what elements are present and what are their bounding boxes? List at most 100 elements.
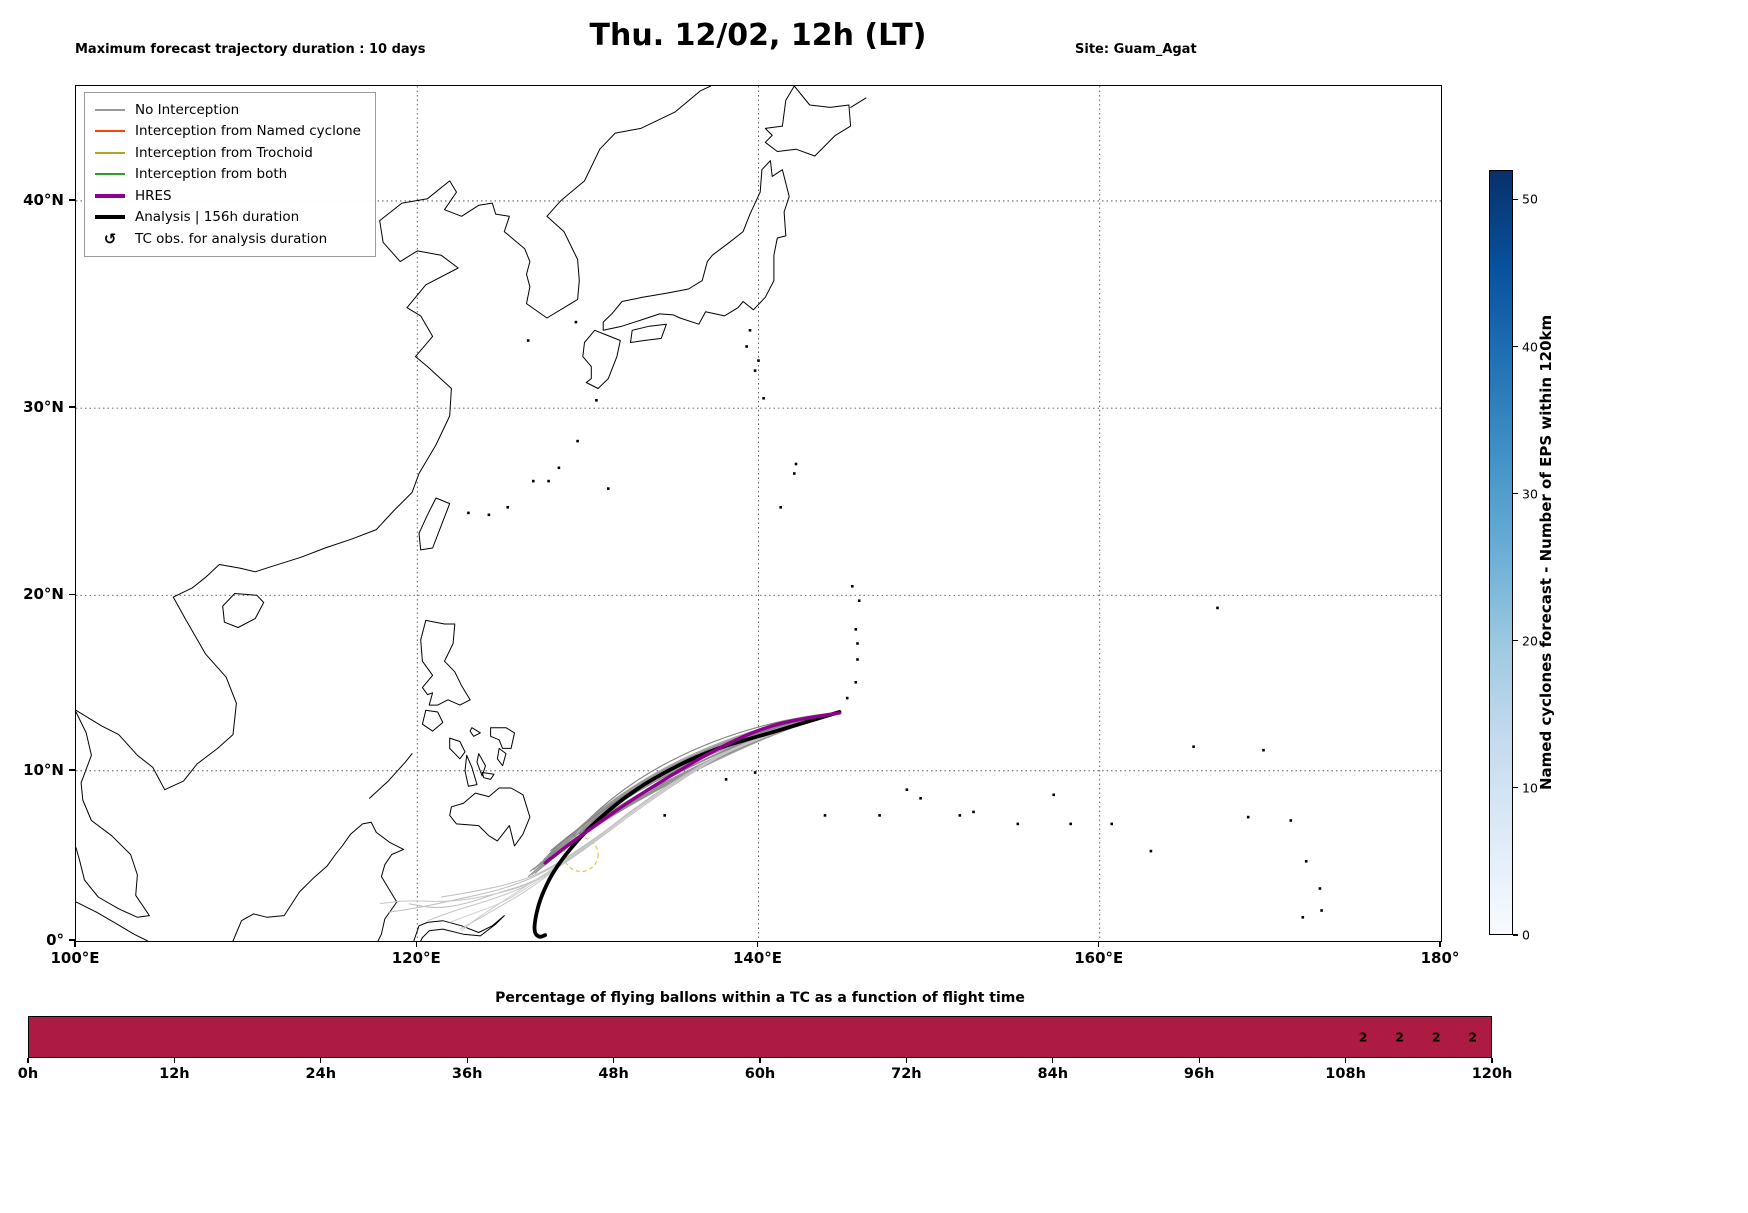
time-tick-mark [1198, 1058, 1200, 1063]
island-dot [467, 511, 470, 515]
lat-tick-mark [69, 199, 75, 201]
ensemble-trajectory [567, 712, 840, 840]
legend-label: Analysis | 156h duration [135, 209, 300, 226]
time-tick-label: 72h [891, 1066, 922, 1082]
island-dot [1246, 815, 1250, 819]
legend-item: Analysis | 156h duration [95, 207, 361, 229]
lon-tick-label: 100°E [50, 949, 100, 967]
lon-tick-mark [74, 941, 76, 947]
ensemble-trajectory [555, 712, 840, 849]
ensemble-trajectory [573, 712, 840, 838]
lon-tick-label: 120°E [391, 949, 441, 967]
coastline [222, 593, 265, 628]
time-tick-label: 36h [451, 1066, 483, 1082]
island-dot [576, 439, 579, 443]
colorbar-label: Named cyclones forecast - Number of EPS … [1537, 314, 1555, 791]
lat-tick-mark [69, 939, 75, 941]
island-dot [793, 472, 796, 475]
island-dot [1110, 822, 1113, 826]
island-dot [851, 585, 854, 588]
legend-item: Interception from Named cyclone [95, 121, 361, 143]
coastline [76, 86, 712, 791]
coastline [449, 787, 531, 847]
ensemble-trajectory [553, 712, 840, 857]
legend-line-swatch [95, 173, 125, 176]
legend-item: ↺ TC obs. for analysis duration [95, 228, 361, 250]
legend-label: No Interception [135, 101, 240, 118]
ensemble-trajectory [543, 712, 840, 861]
island-dot [607, 487, 610, 490]
island-dot [724, 778, 728, 781]
legend-item: Interception from both [95, 164, 361, 186]
colorbar-tick-label: 20 [1522, 633, 1538, 649]
time-tick-mark [320, 1058, 322, 1063]
ensemble-trajectory [551, 712, 840, 854]
hres-trajectory [543, 711, 842, 865]
extended-trajectory [459, 712, 840, 930]
legend-label: Interception from Named cyclone [135, 123, 361, 140]
analysis-trajectory [532, 710, 842, 939]
bottom-chart-title: Percentage of flying ballons within a TC… [495, 990, 1025, 1006]
ensemble-trajectory [560, 712, 840, 847]
lat-tick-mark [69, 406, 75, 408]
coastline [496, 747, 507, 767]
legend-line-swatch [95, 151, 125, 154]
island-dot [856, 642, 859, 645]
island-dot [547, 479, 550, 483]
lon-tick-mark [1439, 941, 1441, 947]
time-tick-label: 120h [1471, 1066, 1513, 1082]
map-canvas [76, 86, 1441, 941]
island-dot [1289, 819, 1293, 822]
lat-tick-label: 0° [46, 931, 64, 949]
coastline [76, 901, 149, 941]
island-dot [526, 339, 530, 342]
time-tick-mark [466, 1058, 468, 1063]
island-dot [748, 329, 752, 332]
island-dot [532, 479, 535, 483]
ensemble-trajectory [578, 712, 840, 835]
ensemble-trajectory [541, 712, 840, 866]
island-dot [854, 628, 858, 631]
colorbar [1489, 170, 1513, 935]
island-dot [779, 506, 782, 509]
island-dot [663, 814, 666, 817]
lat-tick-label: 30°N [23, 398, 64, 417]
colorbar-tick-mark [1513, 787, 1518, 789]
lat-tick-mark [69, 593, 75, 595]
time-tick-label: 0h [17, 1066, 39, 1082]
ensemble-trajectory [568, 712, 840, 842]
island-dot [857, 599, 861, 602]
ensemble-trajectory [529, 712, 840, 872]
island-dot [1149, 849, 1153, 853]
header-right-line-1: Site: Guam_Agat [1075, 42, 1197, 57]
coastline [420, 619, 471, 706]
island-dot [854, 681, 858, 684]
lon-tick-mark [1098, 941, 1100, 947]
island-dot [595, 399, 598, 402]
colorbar-tick-label: 50 [1522, 191, 1538, 207]
colorbar-tick-mark [1513, 640, 1518, 642]
legend-item: Interception from Trochoid [95, 142, 361, 164]
bar-annotation: 2 [1468, 1029, 1478, 1045]
island-dot [1320, 909, 1323, 912]
extended-trajectory [427, 712, 840, 922]
island-dot [1262, 748, 1265, 752]
time-tick-mark [905, 1058, 908, 1063]
colorbar-tick-label: 40 [1522, 339, 1538, 355]
coastline [764, 86, 852, 157]
island-dot [487, 513, 491, 517]
coastline [582, 329, 621, 389]
ensemble-trajectory [536, 712, 840, 867]
colorbar-tick-label: 0 [1522, 927, 1530, 943]
ensemble-trajectory [563, 712, 840, 844]
island-dot [856, 658, 859, 661]
coastline [421, 709, 444, 732]
ensemble-trajectory [539, 712, 840, 864]
time-tick-label: 96h [1183, 1066, 1215, 1082]
island-dot [753, 771, 757, 774]
time-tick-label: 12h [159, 1066, 190, 1082]
ensemble-trajectory [549, 712, 840, 852]
longitude-axis: 100°E 120°E 140°E 160°E 180° [50, 941, 1459, 971]
legend-line-swatch [95, 108, 125, 111]
